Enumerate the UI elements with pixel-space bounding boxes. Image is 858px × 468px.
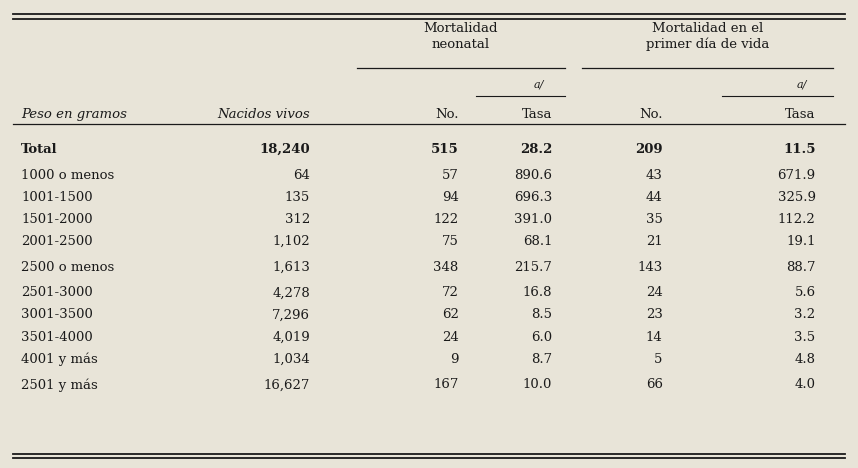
Text: 3.2: 3.2 <box>795 308 816 322</box>
Text: 68.1: 68.1 <box>523 235 553 248</box>
Text: 16,627: 16,627 <box>263 378 310 391</box>
Text: 2001-2500: 2001-2500 <box>21 235 93 248</box>
Text: 11.5: 11.5 <box>783 143 816 156</box>
Text: 391.0: 391.0 <box>514 213 553 226</box>
Text: 44: 44 <box>646 191 662 204</box>
Text: 4.0: 4.0 <box>795 378 816 391</box>
Text: a/: a/ <box>534 79 544 89</box>
Text: 1000 o menos: 1000 o menos <box>21 169 114 182</box>
Text: Mortalidad en el
primer día de vida: Mortalidad en el primer día de vida <box>645 22 769 51</box>
Text: 62: 62 <box>442 308 459 322</box>
Text: 112.2: 112.2 <box>778 213 816 226</box>
Text: 2501 y más: 2501 y más <box>21 378 98 392</box>
Text: 325.9: 325.9 <box>777 191 816 204</box>
Text: 143: 143 <box>637 261 662 274</box>
Text: 16.8: 16.8 <box>523 286 553 300</box>
Text: 43: 43 <box>646 169 662 182</box>
Text: 5.6: 5.6 <box>795 286 816 300</box>
Text: 348: 348 <box>433 261 459 274</box>
Text: 72: 72 <box>442 286 459 300</box>
Text: 5: 5 <box>655 352 662 366</box>
Text: 3001-3500: 3001-3500 <box>21 308 93 322</box>
Text: 1,102: 1,102 <box>273 235 310 248</box>
Text: 66: 66 <box>646 378 662 391</box>
Text: 8.7: 8.7 <box>531 352 553 366</box>
Text: 24: 24 <box>646 286 662 300</box>
Text: 3501-4000: 3501-4000 <box>21 330 93 344</box>
Text: 135: 135 <box>285 191 310 204</box>
Text: 122: 122 <box>433 213 459 226</box>
Text: No.: No. <box>435 108 459 121</box>
Text: 209: 209 <box>635 143 662 156</box>
Text: 19.1: 19.1 <box>786 235 816 248</box>
Text: Nacidos vivos: Nacidos vivos <box>217 108 310 121</box>
Text: 18,240: 18,240 <box>259 143 310 156</box>
Text: 6.0: 6.0 <box>531 330 553 344</box>
Text: No.: No. <box>639 108 662 121</box>
Text: 1,034: 1,034 <box>272 352 310 366</box>
Text: Total: Total <box>21 143 57 156</box>
Text: 14: 14 <box>646 330 662 344</box>
Text: Tasa: Tasa <box>522 108 553 121</box>
Text: 9: 9 <box>450 352 459 366</box>
Text: 64: 64 <box>293 169 310 182</box>
Text: 4,278: 4,278 <box>272 286 310 300</box>
Text: 1001-1500: 1001-1500 <box>21 191 93 204</box>
Text: 10.0: 10.0 <box>523 378 553 391</box>
Text: 671.9: 671.9 <box>777 169 816 182</box>
Text: 515: 515 <box>431 143 459 156</box>
Text: 35: 35 <box>646 213 662 226</box>
Text: 4001 y más: 4001 y más <box>21 352 98 366</box>
Text: 28.2: 28.2 <box>520 143 553 156</box>
Text: 890.6: 890.6 <box>514 169 553 182</box>
Text: 75: 75 <box>442 235 459 248</box>
Text: 8.5: 8.5 <box>531 308 553 322</box>
Text: Tasa: Tasa <box>785 108 816 121</box>
Text: 2500 o menos: 2500 o menos <box>21 261 114 274</box>
Text: 4.8: 4.8 <box>795 352 816 366</box>
Text: 167: 167 <box>433 378 459 391</box>
Text: Mortalidad
neonatal: Mortalidad neonatal <box>424 22 498 51</box>
Text: 215.7: 215.7 <box>514 261 553 274</box>
Text: 24: 24 <box>442 330 459 344</box>
Text: 23: 23 <box>646 308 662 322</box>
Text: 4,019: 4,019 <box>272 330 310 344</box>
Text: 2501-3000: 2501-3000 <box>21 286 93 300</box>
Text: 7,296: 7,296 <box>272 308 310 322</box>
Text: 312: 312 <box>285 213 310 226</box>
Text: 21: 21 <box>646 235 662 248</box>
Text: 1501-2000: 1501-2000 <box>21 213 93 226</box>
Text: 94: 94 <box>442 191 459 204</box>
Text: 696.3: 696.3 <box>514 191 553 204</box>
Text: 57: 57 <box>442 169 459 182</box>
Text: 3.5: 3.5 <box>795 330 816 344</box>
Text: a/: a/ <box>797 79 807 89</box>
Text: 1,613: 1,613 <box>272 261 310 274</box>
Text: Peso en gramos: Peso en gramos <box>21 108 127 121</box>
Text: 88.7: 88.7 <box>786 261 816 274</box>
